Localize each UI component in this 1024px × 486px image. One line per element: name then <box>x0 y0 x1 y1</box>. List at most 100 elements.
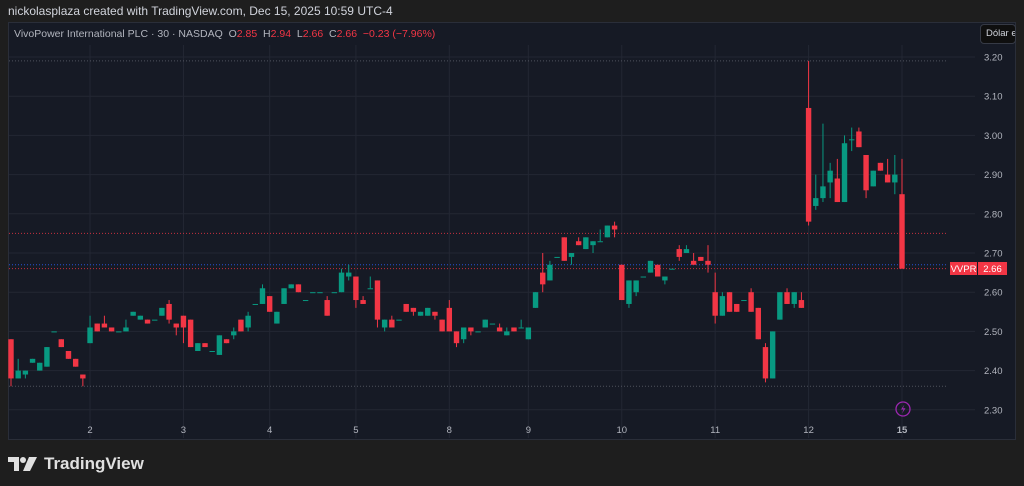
candle <box>116 331 122 333</box>
y-tick-label: 2.30 <box>984 405 1003 416</box>
candle-body <box>698 256 704 261</box>
close-value: 2.66 <box>336 28 358 40</box>
candle <box>108 327 115 332</box>
candle <box>396 319 402 321</box>
candle-body <box>805 107 812 222</box>
candle-body <box>856 131 862 148</box>
candle-body <box>166 303 172 320</box>
candle <box>381 319 388 332</box>
x-tick-label: 4 <box>267 425 272 436</box>
candle-body <box>676 249 682 257</box>
candle <box>195 343 201 351</box>
x-tick-label: 10 <box>616 425 627 436</box>
candle-body <box>238 319 244 332</box>
candle-body <box>288 284 294 289</box>
candle-body <box>647 260 654 273</box>
candle-body <box>331 292 338 294</box>
y-tick-label: 3.20 <box>984 53 1003 64</box>
candle-body <box>8 339 14 379</box>
candle-body <box>590 241 596 246</box>
candle-body <box>51 331 57 333</box>
candle <box>417 311 424 316</box>
candle <box>266 296 273 312</box>
candle <box>238 319 244 332</box>
candle-body <box>22 370 29 375</box>
candle-body <box>762 347 769 379</box>
candle-body <box>511 327 517 332</box>
chart-credit: nickolasplaza created with TradingView.c… <box>8 4 393 18</box>
candle <box>15 358 21 379</box>
candle-body <box>216 335 223 355</box>
candle-body <box>755 307 761 340</box>
symbol-name[interactable]: VivoPower International PLC · 30 · NASDA… <box>14 28 223 40</box>
candle-body <box>223 339 230 344</box>
candle-body <box>583 237 589 250</box>
candle-body <box>482 319 488 328</box>
candle-body <box>690 260 697 265</box>
candle-body <box>863 155 869 191</box>
candle-body <box>597 241 603 243</box>
tradingview-logo[interactable]: TradingView <box>8 454 144 474</box>
currency-button[interactable]: Dólar e <box>980 24 1016 44</box>
candle <box>748 288 754 312</box>
candle-body <box>489 323 496 325</box>
candle-body <box>453 331 460 344</box>
candle <box>317 292 323 294</box>
candle <box>676 245 682 261</box>
candle <box>231 327 237 340</box>
candle-body <box>640 276 647 278</box>
candle <box>216 335 223 355</box>
candle-body <box>130 311 136 316</box>
candle <box>80 374 86 387</box>
candle-body <box>338 272 345 293</box>
candle <box>159 307 165 316</box>
candle-body <box>137 315 144 320</box>
candle-body <box>654 264 661 277</box>
open-value: 2.85 <box>236 28 258 40</box>
candle-body <box>813 198 819 206</box>
candle-body <box>460 327 467 340</box>
candle-body <box>37 362 43 371</box>
candle-body <box>899 194 905 269</box>
candle-body <box>568 253 575 257</box>
candle-body <box>777 292 783 320</box>
candle-body <box>360 300 366 304</box>
change-value: −0.23 (−7.96%) <box>362 28 436 40</box>
candle-body <box>432 311 438 316</box>
lightning-icon[interactable] <box>895 401 911 417</box>
candle <box>223 339 230 344</box>
candle <box>144 319 151 324</box>
candle-body <box>324 300 330 316</box>
candle <box>432 311 438 320</box>
candle-body <box>425 307 431 316</box>
y-tick-label: 2.40 <box>984 366 1003 377</box>
candle-body <box>310 292 316 294</box>
candle-body <box>870 170 876 187</box>
candle <box>619 264 625 301</box>
candle-body <box>295 284 302 293</box>
candle-body <box>769 331 776 379</box>
candle-body <box>611 225 618 230</box>
y-tick-label: 2.80 <box>984 209 1003 220</box>
candle-body <box>65 351 72 359</box>
candle-body <box>367 288 373 290</box>
candle <box>389 315 395 328</box>
y-tick-label: 2.60 <box>984 288 1003 299</box>
candle <box>611 221 618 238</box>
price-tag: VVPR 2.66 <box>950 262 1007 275</box>
candle <box>489 323 496 325</box>
candle <box>899 158 905 269</box>
candle-body <box>180 315 187 328</box>
candle <box>22 370 29 379</box>
candle <box>690 253 697 265</box>
candle-body <box>353 276 359 301</box>
candle-body <box>626 280 632 304</box>
candle <box>705 245 711 273</box>
candle-body <box>44 347 50 367</box>
candle <box>123 319 129 332</box>
candle-body <box>403 303 409 312</box>
candle <box>626 280 632 308</box>
low-label: L <box>296 28 303 40</box>
y-tick-label: 3.00 <box>984 131 1003 142</box>
